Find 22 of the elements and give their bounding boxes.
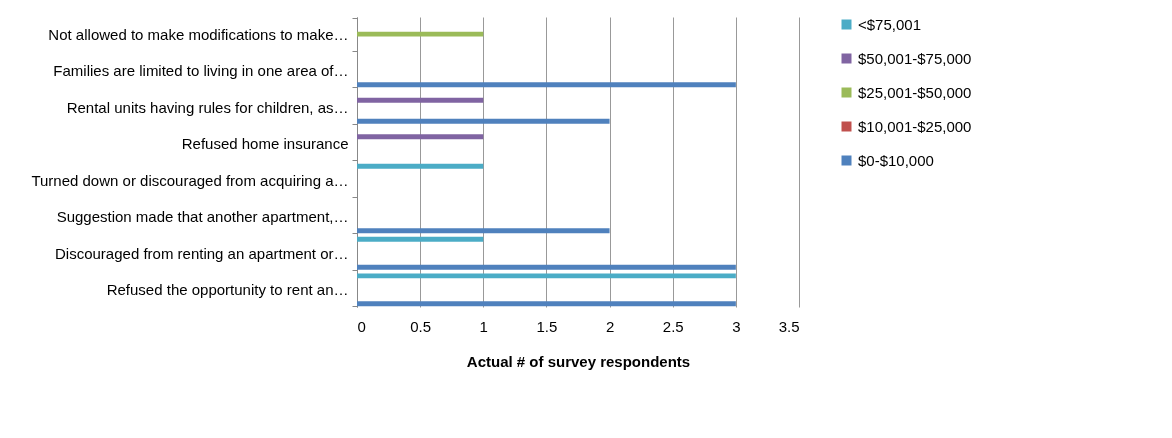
legend-label: <$75,001 <box>858 15 921 33</box>
y-tick-label: Suggestion made that another apartment,… <box>56 208 349 226</box>
legend-label: $50,001-$75,000 <box>858 49 972 67</box>
x-tick-label: 1.5 <box>536 317 558 335</box>
x-tick-label: 3.5 <box>778 317 800 335</box>
y-tick-label: Families are limited to living in one area of… <box>53 62 349 80</box>
legend-label: $0-$10,000 <box>858 151 934 169</box>
y-tick-label: Discouraged from renting an apartment or… <box>55 244 349 262</box>
y-tick-label: Refused the opportunity to rent an… <box>106 281 349 299</box>
y-tick-label: Not allowed to make modifications to make… <box>48 25 349 43</box>
x-tick-label: 2 <box>605 317 615 335</box>
x-tick-label: 0.5 <box>410 317 432 335</box>
y-tick-label: Refused home insurance <box>181 135 349 153</box>
x-tick-label: 0 <box>357 317 366 335</box>
legend-label: $25,001-$50,000 <box>858 83 972 101</box>
y-tick-label: Turned down or discouraged from acquiring a… <box>31 171 349 189</box>
legend-label: $10,001-$25,000 <box>858 117 972 135</box>
x-axis-title: Actual # of survey respondents <box>466 352 691 370</box>
x-tick-label: 2.5 <box>662 317 684 335</box>
y-tick-label: Rental units having rules for children, as… <box>66 98 349 116</box>
x-tick-label: 1 <box>479 317 488 335</box>
x-tick-label: 3 <box>732 317 741 335</box>
